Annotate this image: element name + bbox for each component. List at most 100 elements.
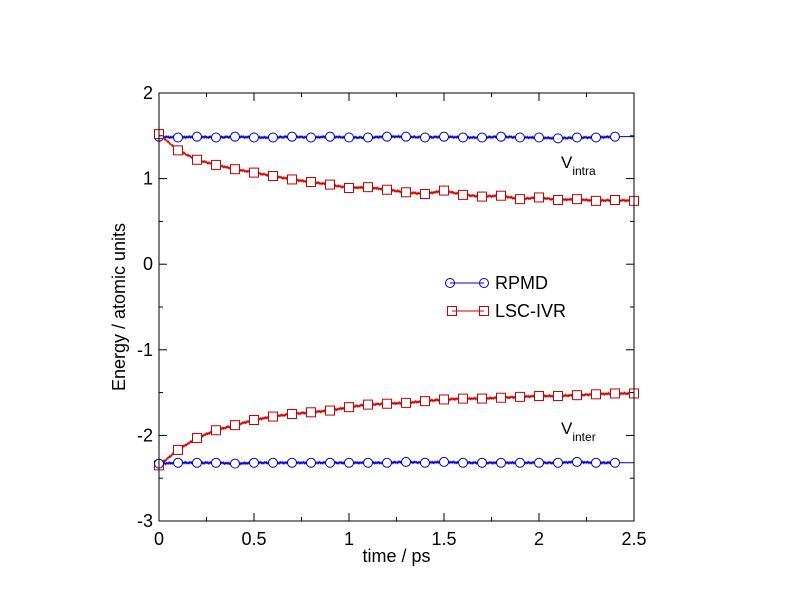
data-point-lsc-ivr — [439, 394, 449, 405]
legend-marker-lsc-ivr — [447, 306, 457, 316]
data-point-rpmd — [420, 457, 430, 468]
data-point-rpmd — [268, 132, 278, 143]
data-point-lsc-ivr — [458, 189, 468, 200]
data-point-lsc-ivr — [610, 388, 620, 399]
data-point-lsc-ivr — [610, 195, 620, 205]
data-point-lsc-ivr — [211, 425, 221, 436]
data-point-lsc-ivr — [192, 432, 202, 443]
data-point-rpmd — [477, 132, 487, 143]
data-point-lsc-ivr — [439, 185, 449, 196]
data-point-lsc-ivr — [496, 392, 506, 403]
data-point-rpmd — [610, 457, 620, 468]
data-point-rpmd — [420, 132, 430, 143]
data-point-rpmd — [496, 131, 506, 142]
data-point-lsc-ivr — [344, 183, 354, 194]
data-point-lsc-ivr — [173, 145, 183, 156]
y-tick-label: 1 — [143, 169, 153, 189]
data-point-rpmd — [534, 457, 544, 468]
data-point-lsc-ivr — [401, 187, 411, 198]
data-point-lsc-ivr — [287, 409, 297, 419]
data-point-rpmd — [287, 131, 297, 142]
x-tick-label: 1 — [344, 529, 354, 549]
data-point-lsc-ivr — [572, 390, 582, 401]
data-point-lsc-ivr — [344, 402, 354, 413]
x-tick-label: 0 — [154, 529, 164, 549]
x-tick-label: 2 — [534, 529, 544, 549]
data-point-lsc-ivr — [382, 398, 392, 409]
data-point-rpmd — [477, 457, 487, 468]
y-tick-label: -1 — [137, 340, 153, 360]
legend: RPMD LSC-IVR — [445, 273, 566, 321]
data-point-lsc-ivr — [515, 391, 525, 402]
y-tick-label: 2 — [143, 83, 153, 103]
data-point-rpmd — [610, 131, 620, 142]
data-point-rpmd — [268, 457, 278, 468]
data-point-lsc-ivr — [306, 177, 316, 188]
y-tick-label: -3 — [137, 511, 153, 531]
legend-label-lsc-ivr: LSC-IVR — [495, 301, 566, 321]
data-point-rpmd — [591, 132, 601, 143]
data-point-rpmd — [534, 132, 544, 143]
data-point-lsc-ivr — [591, 195, 601, 206]
data-point-rpmd — [553, 457, 563, 468]
ticks-layer: 0 0.5 1 1.5 2 2.5 -3 -2 -1 0 1 2 — [137, 83, 647, 549]
data-point-rpmd — [306, 132, 316, 143]
data-point-lsc-ivr — [496, 190, 506, 201]
data-point-lsc-ivr — [534, 192, 544, 203]
x-tick-label: 2.5 — [621, 529, 646, 549]
data-point-rpmd — [211, 457, 221, 468]
data-point-lsc-ivr — [382, 184, 392, 195]
data-point-lsc-ivr — [477, 393, 487, 404]
data-point-lsc-ivr — [306, 407, 316, 418]
data-point-rpmd — [591, 457, 601, 468]
data-point-rpmd — [382, 131, 392, 142]
data-point-lsc-ivr — [401, 397, 411, 408]
data-point-rpmd — [439, 456, 449, 467]
annotation-vinter-sub: inter — [572, 430, 595, 444]
data-point-lsc-ivr — [325, 179, 335, 190]
data-point-rpmd — [249, 457, 259, 468]
series-layer — [154, 129, 639, 471]
data-point-rpmd — [249, 132, 259, 143]
data-point-rpmd — [192, 457, 202, 468]
y-tick-label: 0 — [143, 254, 153, 274]
data-point-rpmd — [515, 457, 525, 468]
data-point-rpmd — [572, 456, 582, 467]
data-point-rpmd — [363, 132, 373, 143]
data-point-lsc-ivr — [420, 189, 430, 200]
data-point-rpmd — [401, 131, 411, 142]
y-tick-label: -2 — [137, 425, 153, 445]
data-point-rpmd — [458, 132, 468, 143]
data-point-rpmd — [325, 131, 335, 142]
data-point-rpmd — [287, 457, 297, 468]
annotation-vintra-main: V — [561, 153, 573, 172]
data-point-lsc-ivr — [211, 159, 221, 170]
data-point-lsc-ivr — [553, 391, 563, 402]
data-point-lsc-ivr — [249, 167, 259, 178]
annotation-vinter-main: V — [561, 419, 573, 438]
data-point-lsc-ivr — [287, 174, 297, 185]
data-point-lsc-ivr — [268, 171, 278, 182]
data-point-rpmd — [306, 457, 316, 468]
data-point-lsc-ivr — [591, 389, 601, 400]
data-point-rpmd — [382, 457, 392, 468]
data-point-lsc-ivr — [534, 391, 544, 402]
data-point-lsc-ivr — [363, 399, 373, 410]
data-point-rpmd — [344, 457, 354, 468]
data-point-lsc-ivr — [325, 405, 335, 416]
data-point-lsc-ivr — [192, 154, 202, 165]
data-point-rpmd — [572, 132, 582, 143]
data-point-lsc-ivr — [268, 411, 278, 422]
data-point-lsc-ivr — [458, 393, 468, 404]
data-point-rpmd — [211, 132, 221, 143]
data-point-rpmd — [230, 458, 240, 469]
data-point-lsc-ivr — [420, 396, 430, 407]
data-point-rpmd — [325, 457, 335, 468]
data-point-lsc-ivr — [249, 414, 259, 425]
data-point-rpmd — [439, 131, 449, 142]
data-point-rpmd — [363, 457, 373, 468]
annotation-vinter: Vinter — [561, 419, 596, 444]
data-point-rpmd — [553, 133, 563, 144]
x-axis-label: time / ps — [362, 546, 430, 566]
